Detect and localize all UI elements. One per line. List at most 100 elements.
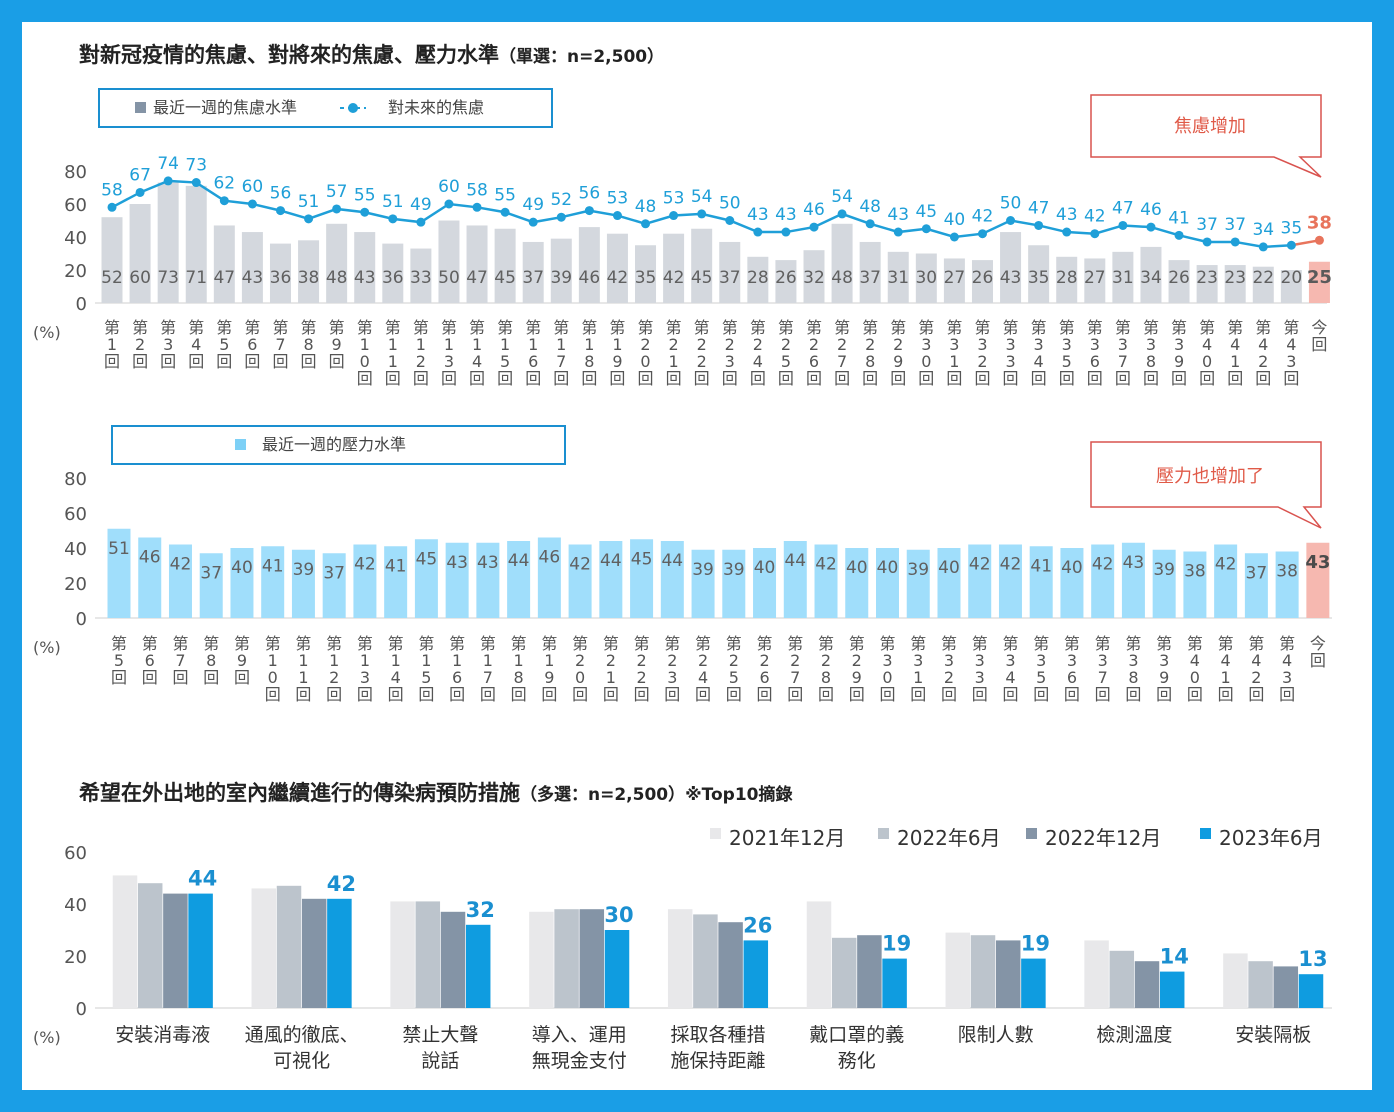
chart2-bar-label: 40 [877,558,899,578]
chart2-xlabel-char: 7 [483,668,493,687]
chart2-xlabel-char: 回 [634,685,650,704]
chart2-bar [230,548,254,618]
chart1-line-point [275,206,285,216]
chart1-xlabel-char: 回 [890,369,906,388]
chart2-xlabel-char: 回 [142,668,158,687]
chart2-xlabel-char: 2 [821,651,831,670]
chart1-bar [747,256,769,303]
chart1-xlabel-char: 第 [357,318,373,337]
chart2-xlabel-char: 4 [1005,668,1015,687]
chart2-ytick: 40 [64,539,87,560]
chart1-xlabel-char: 回 [1087,369,1103,388]
chart2-xlabel-char: 1 [329,651,339,670]
chart3-xlabel: 施保持距離 [670,1050,765,1072]
chart2-bar-label: 45 [416,549,438,569]
chart1-xlabel-char: 回 [1059,369,1075,388]
chart2-xlabel-char: 第 [972,634,988,653]
chart1-line-point [416,217,426,227]
chart1-line-label: 46 [803,200,825,220]
chart1-bar-label: 43 [354,268,376,288]
chart1-bar-label: 27 [944,268,966,288]
chart3-bar [1223,953,1248,1008]
chart1-xlabel-char: 第 [301,318,317,337]
chart1-bar-label: 45 [494,268,516,288]
chart1-xlabel-char: 1 [1230,352,1240,371]
chart1-xlabel-char: 3 [1034,335,1044,354]
chart1-line-point [584,206,594,216]
chart1-xlabel-char: 4 [1258,335,1268,354]
chart1-bar-label: 43 [242,268,264,288]
chart2-xlabel-char: 3 [1098,651,1108,670]
chart2-bar-label: 38 [1276,562,1298,582]
chart1-bar-label: 50 [438,268,460,288]
chart3-legend-label: 2021年12月 [729,826,845,850]
chart2-xlabel-char: 回 [388,685,404,704]
chart1-bar-label: 20 [1281,268,1303,288]
chart1-xlabel-char: 第 [581,318,597,337]
chart1-line-label: 34 [1252,220,1274,240]
chart1-xlabel-char: 第 [946,318,962,337]
chart1-xlabel-char: 2 [893,335,903,354]
chart2-bar [1152,549,1176,618]
chart1-bar [1308,261,1330,303]
chart1-bar-label: 42 [607,268,629,288]
chart3-bar [857,935,882,1008]
chart1-xlabel-char: 2 [1258,352,1268,371]
chart1-xlabel-char: 3 [1118,335,1128,354]
chart3-xlabel: 採取各種措 [670,1024,765,1046]
chart1-xlabel-char: 第 [1143,318,1159,337]
chart1-line-point [1062,227,1072,237]
chart3-ylabel: (%) [33,1028,61,1047]
chart2-legend-label: 最近一週的壓力水準 [262,435,406,454]
chart1-xlabel-char: 3 [1146,335,1156,354]
chart3-bar [579,909,605,1008]
chart1-line-point [809,222,819,232]
chart1-bar [466,225,488,303]
chart2-bar-label: 37 [1246,563,1268,583]
chart3-bar [806,901,832,1008]
chart1-bar-label: 71 [185,268,207,288]
chart1-xlabel-char: 3 [921,335,931,354]
chart1-line-point [444,199,454,209]
chart1-xlabel-char: 今 [1311,318,1327,337]
chart2-xlabel-char: 回 [818,685,834,704]
chart3-legend-swatch [1200,828,1211,839]
chart2-bar [322,553,346,618]
chart2-xlabel-char: 第 [726,634,742,653]
chart2-xlabel-char: 3 [975,668,985,687]
chart2-bar-label: 44 [784,551,806,571]
chart1-bar [1168,260,1190,303]
chart1-bar-label: 48 [326,268,348,288]
chart2-xlabel-char: 1 [360,651,370,670]
chart3-bar [1021,958,1046,1008]
chart2-xlabel-char: 第 [511,634,527,653]
chart2-bar-label: 40 [846,558,868,578]
chart1-xlabel-char: 2 [640,335,650,354]
chart1-xlabel-char: 回 [553,369,569,388]
chart2-bar-label: 43 [446,553,468,573]
chart2-bar-label: 40 [1061,558,1083,578]
chart1-bar [298,240,320,303]
chart2-bar-label: 39 [723,560,745,580]
chart2-xlabel-char: 回 [572,685,588,704]
chart1-xlabel-char: 7 [275,335,285,354]
chart1-xlabel-char: 7 [837,352,847,371]
chart2-xlabel-char: 第 [1248,634,1264,653]
chart2-xlabel-char: 4 [391,668,401,687]
chart1-line-label: 53 [663,189,685,209]
chart2-xlabel-char: 8 [206,651,216,670]
chart3-legend-label: 2023年6月 [1219,826,1323,850]
chart2-bar [1183,551,1207,618]
chart3-bar [390,901,415,1008]
chart1-xlabel-char: 3 [1005,352,1015,371]
chart2-xlabel-char: 回 [1279,685,1295,704]
chart2-xlabel-char: 6 [759,668,769,687]
chart1-legend-line-label: 對未來的焦慮 [388,98,484,117]
chart1-xlabel-char: 0 [921,352,931,371]
chart1-xlabel-char: 回 [1311,335,1327,354]
chart1-line-last-segment [1291,239,1320,247]
chart1-bar [438,220,460,303]
chart1-xlabel-char: 3 [1005,335,1015,354]
chart2-bar-label: 42 [815,555,837,575]
chart1-line-label: 49 [410,195,432,215]
